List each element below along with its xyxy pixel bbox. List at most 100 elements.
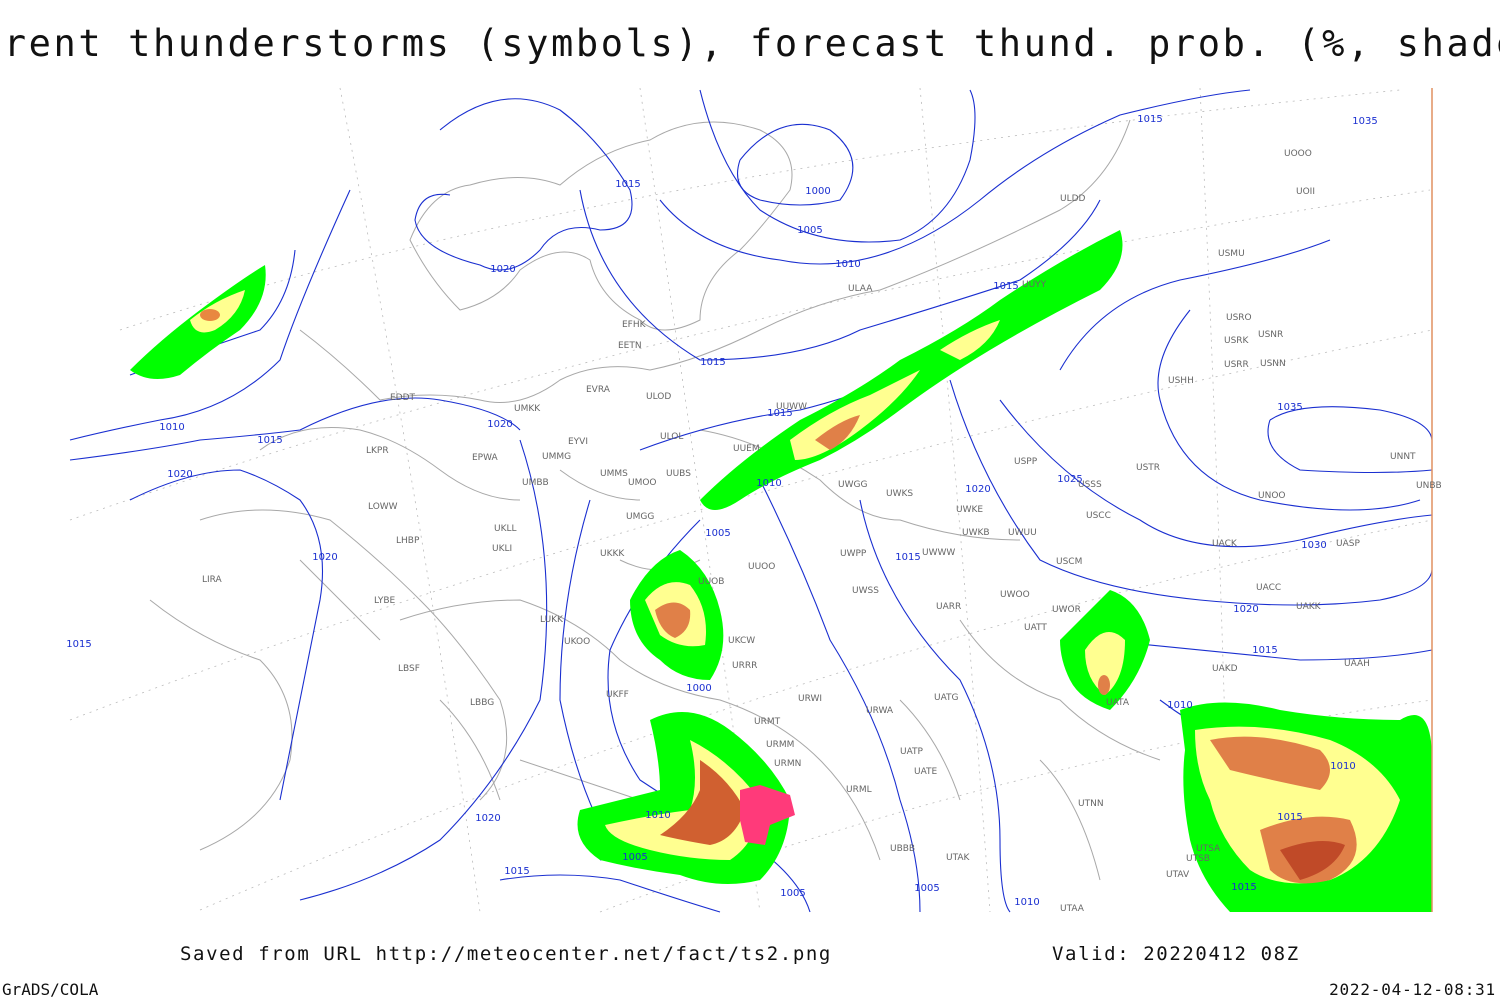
station-label: UKOO xyxy=(564,637,590,647)
isobar-label: 1020 xyxy=(490,264,515,275)
isobar-label: 1015 xyxy=(700,357,725,368)
isobar-label: 1000 xyxy=(805,186,830,197)
station-label: UWUU xyxy=(1008,528,1037,538)
isobar-labels: 1015 1000 1005 1020 1010 1015 1015 1035 1015 1015… xyxy=(66,114,1377,908)
isobar-label: 1015 xyxy=(1137,114,1162,125)
isobar-label: 1015 xyxy=(1252,645,1277,656)
timestamp: 2022-04-12-08:31 xyxy=(1329,980,1496,999)
station-label: URMM xyxy=(766,740,794,750)
station-label: USRK xyxy=(1224,336,1250,346)
title: Current thunderstorms (symbols), forecas… xyxy=(0,22,1500,65)
station-label: UATT xyxy=(1024,623,1047,633)
isobar-label: 1015 xyxy=(504,866,529,877)
station-label: EPWA xyxy=(472,453,499,463)
station-label: UMMG xyxy=(542,452,571,462)
isobar-label: 1010 xyxy=(645,810,670,821)
station-label: UUEM xyxy=(733,444,760,454)
station-label: UATA xyxy=(1106,698,1130,708)
source-url: Saved from URL http://meteocenter.net/fa… xyxy=(180,943,832,965)
station-label: URML xyxy=(846,785,872,795)
station-label: UMMS xyxy=(600,469,628,479)
station-label: UAKD xyxy=(1212,664,1238,674)
station-label: UOII xyxy=(1296,187,1315,197)
station-label: EETN xyxy=(618,341,642,351)
station-label: UKFF xyxy=(606,690,629,700)
station-label: USNN xyxy=(1260,359,1286,369)
isobar-label: 1015 xyxy=(993,281,1018,292)
station-label: UOOO xyxy=(1284,149,1312,159)
isobar-label: 1020 xyxy=(475,813,500,824)
station-label: UAAH xyxy=(1344,659,1370,669)
station-label: ULAA xyxy=(848,284,873,294)
station-label: UUOB xyxy=(698,577,724,587)
station-label: USTR xyxy=(1136,463,1160,473)
station-label: UWGG xyxy=(838,480,867,490)
isobar-label: 1030 xyxy=(1301,540,1326,551)
station-label: LIRA xyxy=(202,575,223,585)
station-label: UACC xyxy=(1256,583,1281,593)
station-label: UWSS xyxy=(852,586,879,596)
scandinavia xyxy=(409,121,793,331)
station-label: UARR xyxy=(936,602,961,612)
station-label: UAKK xyxy=(1296,602,1322,612)
station-label: UACK xyxy=(1212,539,1238,549)
station-label: URMN xyxy=(774,759,801,769)
software: GrADS/COLA xyxy=(2,980,99,999)
station-label: LYBE xyxy=(374,596,395,606)
station-label: LBSF xyxy=(398,664,420,674)
station-label: UMKK xyxy=(514,404,541,414)
station-label: URWA xyxy=(866,706,894,716)
isobar-label: 1015 xyxy=(767,408,792,419)
station-labels: ULDD ULAA EFHK EETN EVRA ULOD EDDT UMKK ULOL EYVI… xyxy=(202,149,1442,914)
station-label: USHH xyxy=(1168,376,1194,386)
isobar-label: 1010 xyxy=(159,422,184,433)
isobar-label: 1020 xyxy=(965,484,990,495)
isobar-label: 1010 xyxy=(1330,761,1355,772)
station-label: UWKE xyxy=(956,505,983,515)
station-label: UATG xyxy=(934,693,959,703)
station-label: URWI xyxy=(798,694,822,704)
station-label: UWOO xyxy=(1000,590,1030,600)
isobar-label: 1010 xyxy=(835,259,860,270)
isobar-label: 1035 xyxy=(1277,402,1302,413)
isobars xyxy=(69,89,1433,913)
station-label: UUOO xyxy=(748,562,775,572)
station-label: UTAV xyxy=(1166,870,1190,880)
isobar-label: 1015 xyxy=(895,552,920,563)
map-area xyxy=(69,87,1433,913)
station-label: UWWW xyxy=(922,548,955,558)
station-label: LUKK xyxy=(540,615,564,625)
station-label: UNOO xyxy=(1258,491,1286,501)
station-label: USCC xyxy=(1086,511,1111,521)
isobar-label: 1000 xyxy=(686,683,711,694)
station-label: ULDD xyxy=(1060,194,1086,204)
station-label: USMU xyxy=(1218,249,1245,259)
station-label: UWKB xyxy=(962,528,990,538)
station-label: LBBG xyxy=(470,698,494,708)
station-label: UBBB xyxy=(890,844,915,854)
station-label: LOWW xyxy=(368,502,398,512)
isobar-label: 1005 xyxy=(780,888,805,899)
station-label: UUWW xyxy=(776,402,807,412)
station-label: UTSA xyxy=(1196,844,1221,854)
station-label: URRR xyxy=(732,661,757,671)
isobar-label: 1020 xyxy=(312,552,337,563)
thunderstorm-probability xyxy=(130,230,1432,912)
station-label: UMOO xyxy=(628,478,657,488)
isobar-label: 1015 xyxy=(66,639,91,650)
station-label: USRO xyxy=(1226,313,1252,323)
station-label: ULOD xyxy=(646,392,671,402)
isobar-label: 1005 xyxy=(705,528,730,539)
station-label: ULOL xyxy=(660,432,683,442)
station-label: UNNT xyxy=(1390,452,1416,462)
station-label: LKPR xyxy=(366,446,389,456)
station-label: UKKK xyxy=(600,549,625,559)
station-label: EFHK xyxy=(622,320,647,330)
station-label: UUYY xyxy=(1022,280,1047,290)
station-label: UKLI xyxy=(492,544,512,554)
station-label: LHBP xyxy=(396,536,420,546)
station-label: UTNN xyxy=(1078,799,1104,809)
station-label: USSS xyxy=(1078,480,1102,490)
isobar-label: 1015 xyxy=(615,179,640,190)
isobar-label: 1015 xyxy=(1231,882,1256,893)
